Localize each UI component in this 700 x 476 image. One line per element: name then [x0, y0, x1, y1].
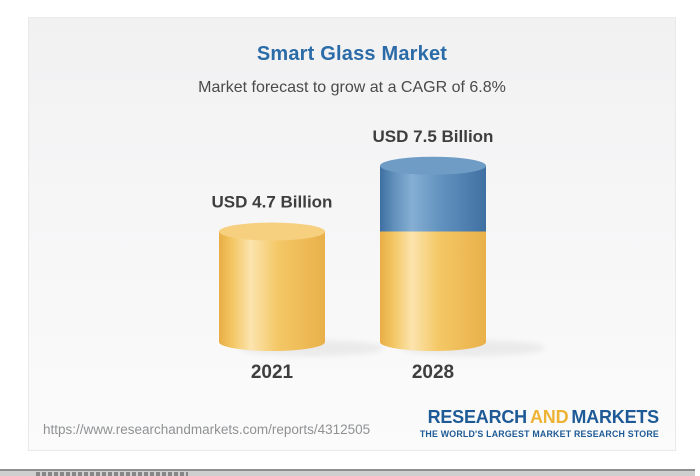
- source-url: https://www.researchandmarkets.com/repor…: [43, 422, 371, 437]
- chart-title: Smart Glass Market: [256, 43, 448, 65]
- cylinder-2028-segment-forecast-growth: [380, 165, 486, 232]
- chart-subtitle: Market forecast to grow at a CAGR of 6.8…: [198, 79, 506, 96]
- value-label-2021: USD 4.7 Billion: [212, 193, 333, 212]
- logo-word-and: AND: [529, 407, 569, 428]
- category-label-2021: 2021: [251, 362, 294, 383]
- cylinder-2021-top: [219, 222, 325, 241]
- infographic-card: Smart Glass Market Market forecast to gr…: [28, 17, 676, 451]
- chart-content: USD 4.7 Billion 2021 USD 7.5 Billion 2028: [212, 127, 545, 383]
- cylinder-2021-segment-market-size-2021: [219, 231, 325, 351]
- researchandmarkets-logo: RESEARCH AND MARKETS THE WORLD'S LARGEST M…: [420, 408, 659, 439]
- cylinder-bar-chart: USD 4.7 Billion 2021 USD 7.5 Billion 2028: [212, 127, 545, 383]
- cylinder-2028-segment-market-size-2021: [380, 231, 486, 351]
- category-label-2028: 2028: [412, 362, 454, 383]
- logo-wordmark: RESEARCH AND MARKETS: [420, 407, 660, 428]
- logo-word-markets: MARKETS: [571, 407, 659, 428]
- value-label-2028: USD 7.5 Billion: [373, 127, 494, 146]
- cylinder-2028-top: [380, 156, 486, 175]
- logo-tagline: THE WORLD'S LARGEST MARKET RESEARCH STOR…: [419, 429, 659, 439]
- cropped-content-strip: [0, 469, 695, 476]
- cropped-text-fragment: [36, 472, 188, 476]
- logo-word-research: RESEARCH: [427, 407, 528, 428]
